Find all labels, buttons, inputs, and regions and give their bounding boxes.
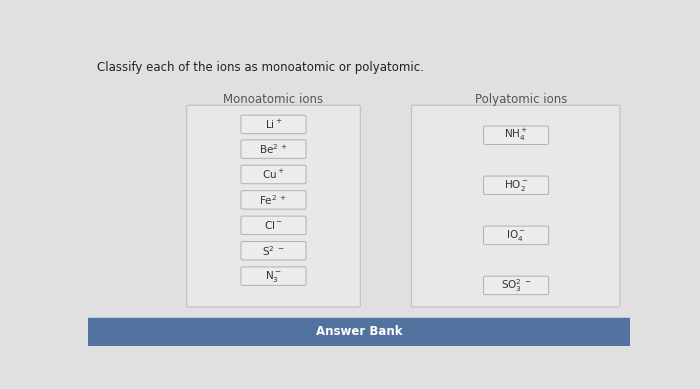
FancyBboxPatch shape: [241, 115, 306, 134]
Text: Be$^{2\ +}$: Be$^{2\ +}$: [259, 142, 288, 156]
Text: HO$_2^-$: HO$_2^-$: [504, 178, 528, 193]
FancyBboxPatch shape: [241, 242, 306, 260]
Text: Classify each of the ions as monoatomic or polyatomic.: Classify each of the ions as monoatomic …: [97, 61, 424, 74]
FancyBboxPatch shape: [241, 165, 306, 184]
FancyBboxPatch shape: [187, 105, 360, 307]
FancyBboxPatch shape: [484, 126, 549, 144]
Text: Answer Bank: Answer Bank: [316, 325, 402, 338]
Text: NH$_4^+$: NH$_4^+$: [504, 127, 528, 143]
Bar: [88, 318, 630, 346]
Text: Cu$^+$: Cu$^+$: [262, 168, 285, 181]
Text: SO$_3^{2\ -}$: SO$_3^{2\ -}$: [500, 277, 531, 294]
FancyBboxPatch shape: [241, 216, 306, 235]
Text: Monoatomic ions: Monoatomic ions: [223, 93, 323, 105]
FancyBboxPatch shape: [241, 140, 306, 158]
FancyBboxPatch shape: [241, 191, 306, 209]
Text: S$^{2\ -}$: S$^{2\ -}$: [262, 244, 285, 258]
Text: N$_3^-$: N$_3^-$: [265, 269, 282, 284]
Text: Cl$^-$: Cl$^-$: [264, 219, 283, 231]
FancyBboxPatch shape: [412, 105, 620, 307]
FancyBboxPatch shape: [241, 267, 306, 286]
Text: Fe$^{2\ +}$: Fe$^{2\ +}$: [260, 193, 288, 207]
Text: Polyatomic ions: Polyatomic ions: [475, 93, 568, 105]
Text: Li$^+$: Li$^+$: [265, 118, 282, 131]
Text: IO$_4^-$: IO$_4^-$: [506, 228, 526, 243]
FancyBboxPatch shape: [484, 226, 549, 245]
FancyBboxPatch shape: [484, 176, 549, 194]
FancyBboxPatch shape: [484, 276, 549, 294]
